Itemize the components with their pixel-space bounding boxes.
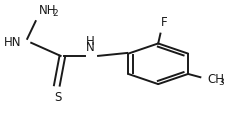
Text: HN: HN xyxy=(4,36,21,49)
Text: NH: NH xyxy=(39,4,56,16)
Text: S: S xyxy=(54,91,61,104)
Text: CH: CH xyxy=(206,73,223,86)
Text: F: F xyxy=(160,16,166,29)
Text: N: N xyxy=(86,41,94,54)
Text: 3: 3 xyxy=(218,78,223,87)
Text: 2: 2 xyxy=(52,9,57,18)
Text: H: H xyxy=(86,35,94,48)
